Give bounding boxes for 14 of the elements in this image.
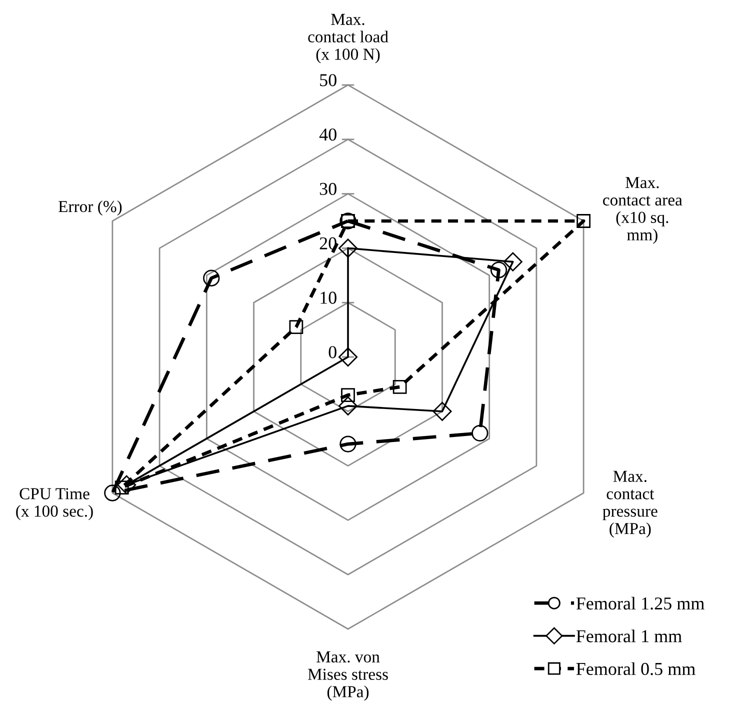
spoke-label: Max. contact load (x 100 N) [308,14,388,64]
spoke-label: Max. von Mises stress (MPa) [308,651,388,701]
y-tick-label: 40 [319,128,336,141]
legend-label: Femoral 1.25 mm [576,596,704,610]
y-tick-label: 0 [328,346,336,358]
legend-label: Femoral 1 mm [576,630,682,642]
y-tick-label: 10 [320,292,336,304]
legend-label: Femoral 0.5 mm [576,662,696,676]
spoke-label: Error (%) [58,200,122,216]
y-tick-label: 50 [320,74,336,86]
spoke-label: Max. contact area (x10 sq. mm) [603,177,682,244]
spoke-label: Max. contact pressure (MPa) [602,470,658,538]
y-tick-label: 30 [320,182,336,196]
spoke-label: CPU Time (x 100 sec.) [16,488,93,520]
